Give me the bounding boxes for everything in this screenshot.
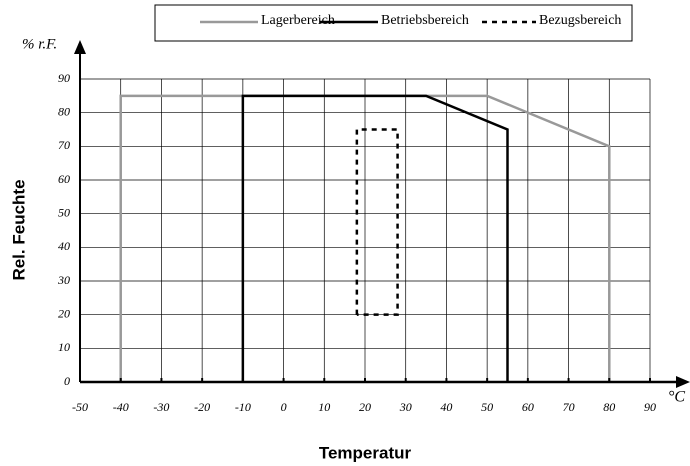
y-tick-label: 20 xyxy=(58,306,70,320)
series-line xyxy=(119,94,611,382)
x-tick-label: -40 xyxy=(113,400,129,414)
y-unit: % r.F. xyxy=(22,36,57,52)
y-tick-label: 90 xyxy=(58,71,70,85)
y-tick-label: 10 xyxy=(58,340,70,354)
y-axis-label: Rel. Feuchte xyxy=(9,179,28,280)
x-tick-label: 90 xyxy=(644,400,656,414)
x-tick-label: -10 xyxy=(235,400,251,414)
series-line xyxy=(355,128,399,316)
series-line xyxy=(241,94,509,382)
x-tick-label: 0 xyxy=(281,400,287,414)
y-tick-label: 60 xyxy=(58,172,70,186)
x-tick-label: -50 xyxy=(72,400,88,414)
x-tick-label: -20 xyxy=(194,400,210,414)
x-tick-label: 80 xyxy=(603,400,615,414)
x-tick-label: 50 xyxy=(481,400,493,414)
legend-label: Betriebsbereich xyxy=(381,13,469,28)
y-tick-label: 0 xyxy=(64,374,70,388)
x-tick-label: -30 xyxy=(153,400,169,414)
x-tick-label: 20 xyxy=(359,400,371,414)
y-tick-label: 70 xyxy=(58,138,70,152)
x-tick-label: 60 xyxy=(522,400,534,414)
x-tick-label: 70 xyxy=(563,400,575,414)
legend-label: Lagerbereich xyxy=(261,13,335,28)
x-tick-label: 30 xyxy=(399,400,412,414)
y-arrow xyxy=(74,40,86,54)
x-arrow xyxy=(676,376,690,388)
x-tick-label: 10 xyxy=(318,400,330,414)
y-tick-label: 80 xyxy=(58,104,70,118)
x-axis-label: Temperatur xyxy=(319,443,412,462)
y-tick-label: 30 xyxy=(57,273,70,287)
y-tick-label: 40 xyxy=(58,239,70,253)
y-tick-label: 50 xyxy=(58,205,70,219)
x-tick-label: 40 xyxy=(440,400,452,414)
legend-label: Bezugsbereich xyxy=(539,13,621,28)
x-unit: °C xyxy=(668,389,685,406)
